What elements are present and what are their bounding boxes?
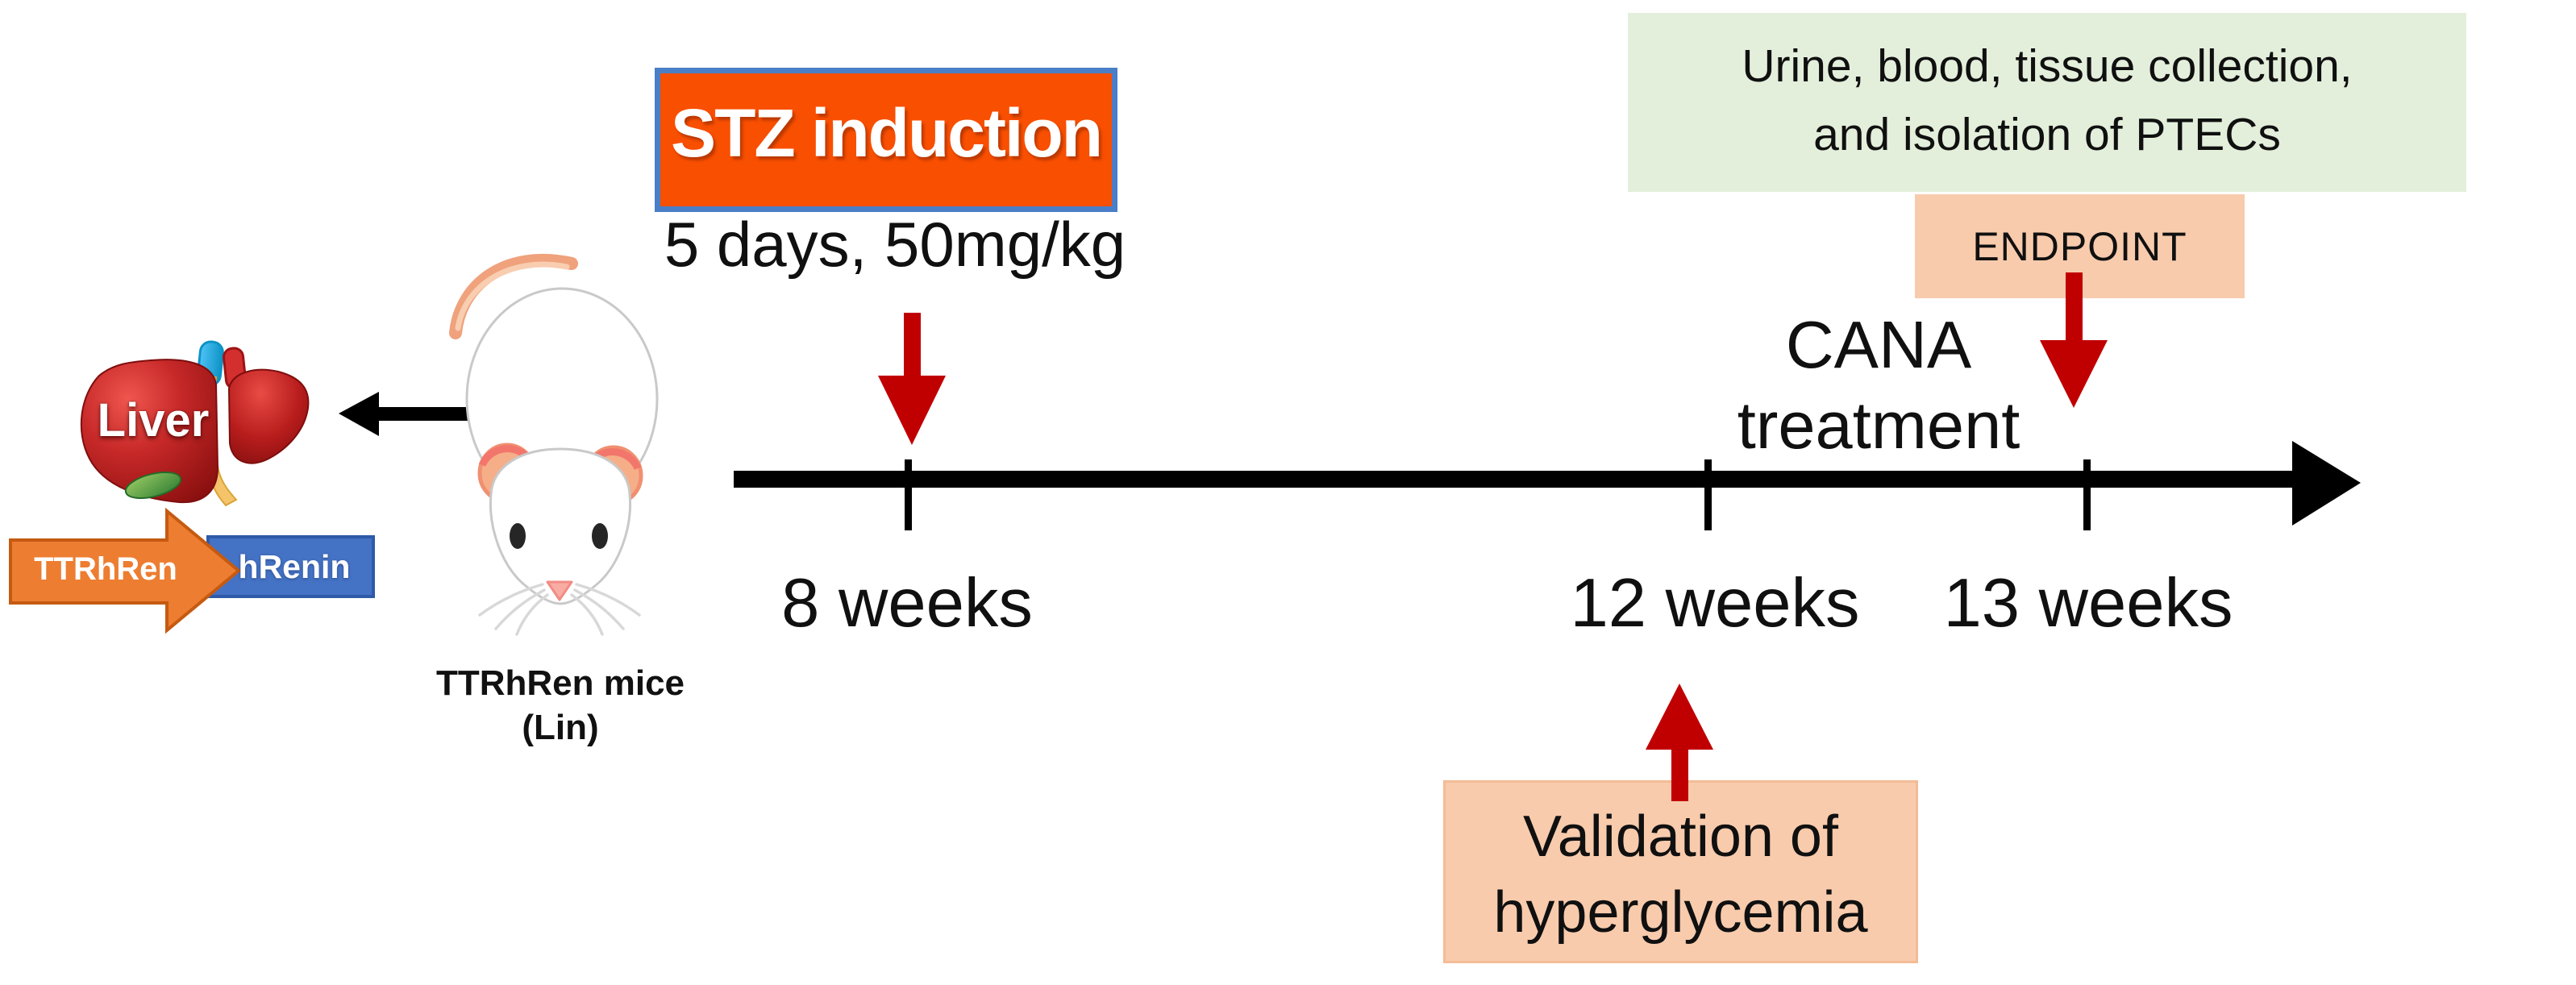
validation-line1: Validation of [1523,804,1838,869]
timeline-axis [734,441,2361,530]
mouse-label: TTRhRen mice (Lin) [415,661,705,750]
promoter-label: TTRhRen [34,551,177,587]
gene-label: hRenin [238,548,351,585]
mouse-left-eye-icon [510,523,526,549]
timeline-bar [734,471,2298,488]
stz-induction-label: STZ induction [671,95,1103,171]
stz-dose-text: 5 days, 50mg/kg [664,209,1126,280]
liver-blue-vessel [196,340,224,387]
mouse-tail-icon [449,253,578,339]
expression-arrow-icon [339,392,472,436]
liver-red-vessel [223,347,247,390]
timeline-label-8-weeks: 8 weeks [781,565,1033,642]
mouse-left-ear-icon [477,443,537,504]
timeline-arrowhead-icon [2292,441,2361,526]
timeline-tick-8-weeks [905,459,912,530]
endpoint-label: ENDPOINT [1972,224,2187,269]
cana-treatment-label: CANA treatment [1709,305,2048,466]
mouse-right-eye-icon [592,523,608,549]
mouse-right-ear-icon [584,445,643,506]
mouse-icon [449,253,659,636]
mouse-body [465,287,659,511]
mouse-head [489,447,632,605]
timeline-label-12-weeks: 12 weeks [1570,565,1860,642]
timeline-tick-13-weeks [2083,459,2091,530]
mouse-whiskers [478,583,641,636]
mouse-nose-icon [546,580,573,601]
mouse-name: TTRhRen mice [435,663,685,703]
validation-line2: hyperglycemia [1493,880,1868,945]
endpoint-box: ENDPOINT [1915,194,2245,298]
validation-box: Validation of hyperglycemia [1443,780,1918,963]
liver-gallbladder [124,471,182,500]
stz-induction-box: STZ induction [655,68,1117,212]
collection-note-box: Urine, blood, tissue collection, and iso… [1628,13,2466,192]
timeline-label-13-weeks: 13 weeks [1943,565,2233,642]
cana-line2: treatment [1737,388,2020,463]
cana-line1: CANA [1785,307,1972,382]
liver-label: Liver [97,394,210,447]
collection-note-line1: Urine, blood, tissue collection, [1742,40,2353,92]
mouse-strain: (Lin) [522,708,599,747]
liver-right-lobe [227,368,310,464]
stz-arrow-icon [878,313,946,445]
timeline-tick-12-weeks [1704,459,1712,530]
collection-note-line2: and isolation of PTECs [1813,109,2281,160]
